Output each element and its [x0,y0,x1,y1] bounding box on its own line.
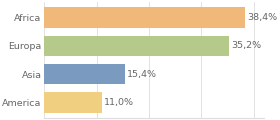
Bar [44,36,229,56]
Bar [44,64,125,84]
Bar [44,7,246,28]
Text: 11,0%: 11,0% [104,98,134,107]
Bar [44,92,102,113]
Text: 15,4%: 15,4% [127,70,157,79]
Text: 35,2%: 35,2% [231,41,261,50]
Text: 38,4%: 38,4% [248,13,278,22]
